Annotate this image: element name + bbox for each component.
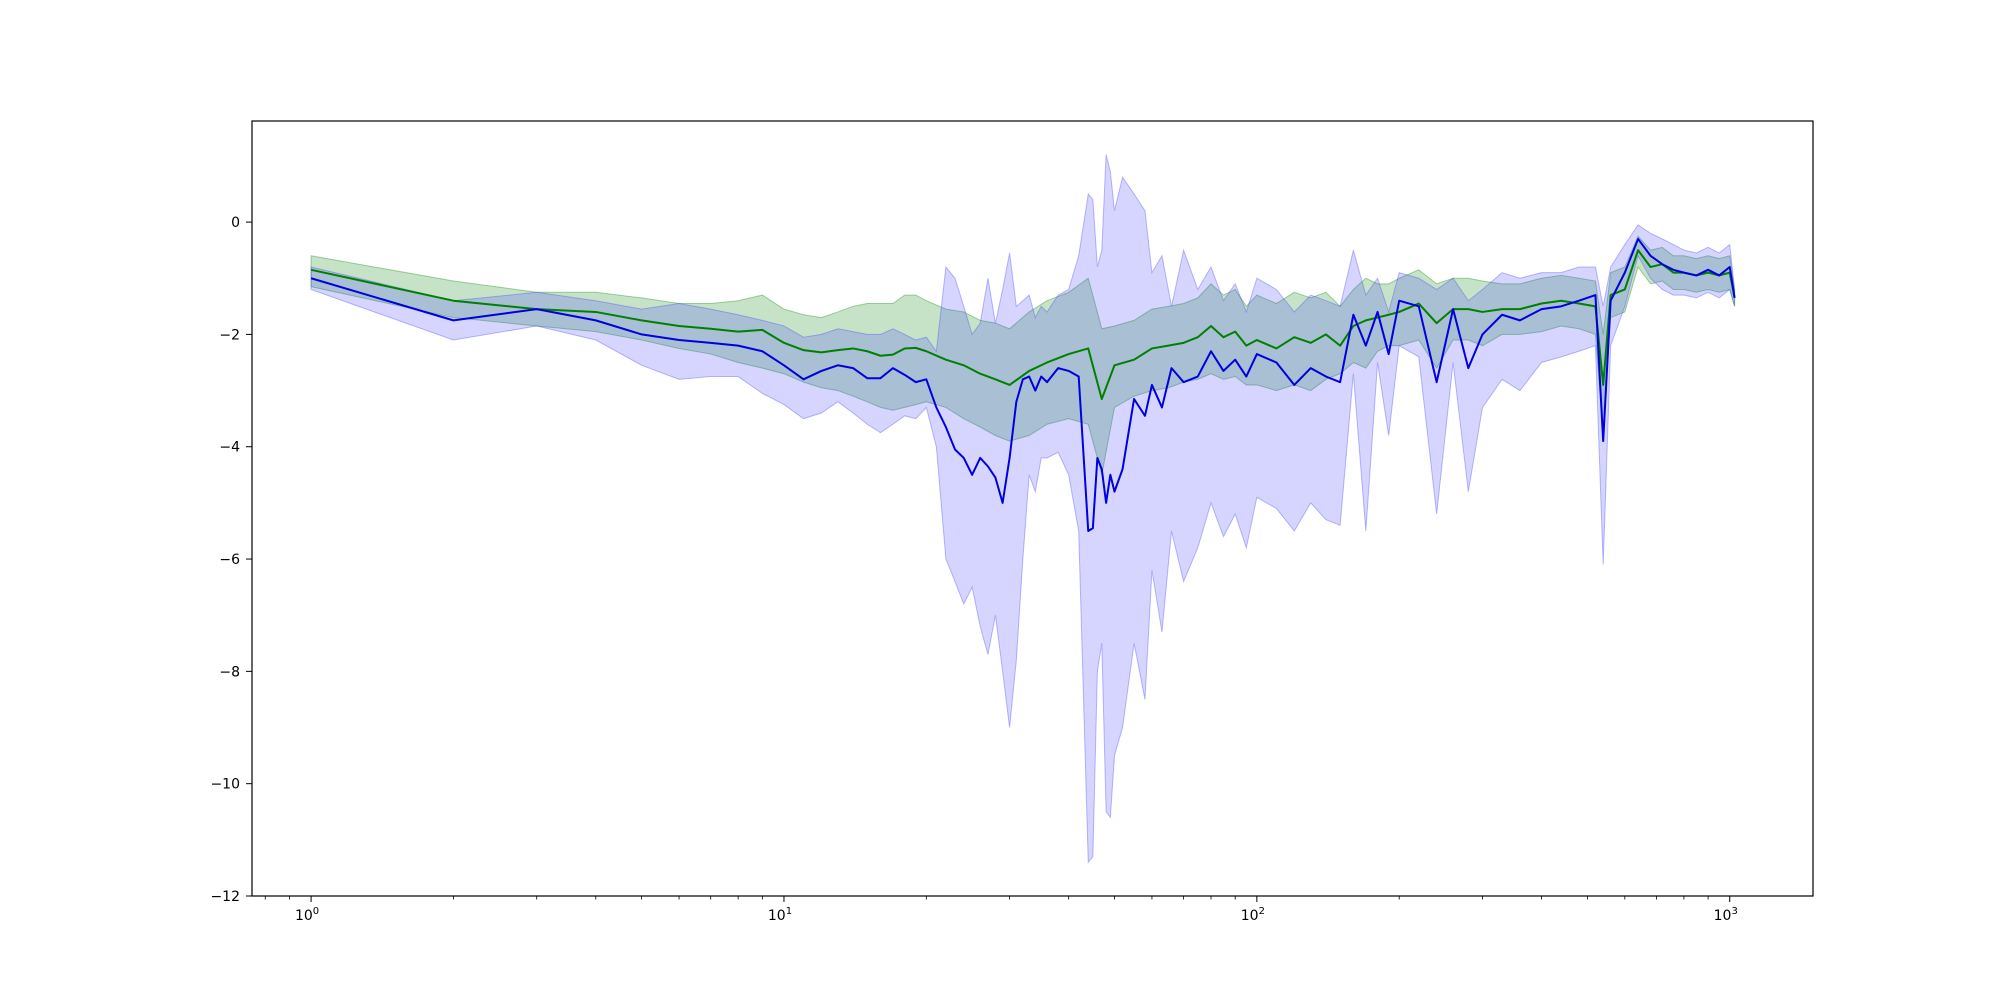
- x-tick-label: 103: [1714, 906, 1738, 924]
- confidence-bands: [310, 154, 1736, 864]
- series-1-band: [310, 235, 1736, 475]
- series-2-line: [310, 237, 1736, 532]
- series-1-line: [310, 249, 1736, 400]
- y-tick-label: −8: [219, 664, 240, 680]
- x-tick-label: 102: [1241, 906, 1265, 924]
- y-tick-label: −4: [219, 440, 240, 456]
- y-tick-label: 0: [231, 215, 240, 231]
- y-axis: 0 −2 −4 −6 −8 −10 −12: [210, 215, 252, 905]
- y-tick-label: −2: [219, 327, 240, 343]
- y-tick-label: −6: [219, 552, 240, 568]
- x-axis: 100 101 102 103: [264, 896, 1738, 924]
- y-tick-label: −12: [210, 889, 240, 905]
- y-tick-label: −10: [210, 777, 240, 793]
- series-2-band: [310, 154, 1736, 864]
- x-tick-label: 100: [295, 906, 319, 924]
- series-lines: [310, 237, 1736, 532]
- plot-area-frame: [251, 120, 1814, 897]
- x-tick-label: 101: [768, 906, 792, 924]
